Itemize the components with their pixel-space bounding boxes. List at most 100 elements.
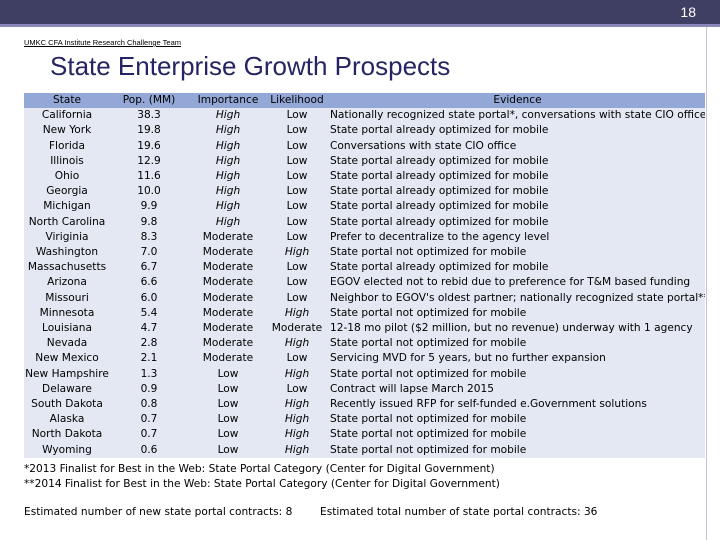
cell-evidence: Prefer to decentralize to the agency lev… <box>330 230 550 243</box>
table-row: North Dakota 0.7 Low High State portal not o… <box>24 427 705 443</box>
cell-likelihood: Low <box>286 185 308 198</box>
cell-importance: High <box>215 109 241 122</box>
cell-likelihood: Low <box>286 139 308 152</box>
cell-evidence: State portal not optimized for mobile <box>330 443 527 456</box>
cell-evidence: State portal already optimized for mobil… <box>330 185 549 198</box>
cell-pop: 38.3 <box>137 109 161 122</box>
cell-evidence: State portal not optimized for mobile <box>330 337 527 350</box>
cell-likelihood: High <box>284 443 310 456</box>
cell-importance: Moderate <box>202 352 254 365</box>
table-row: Wyoming 0.6 Low High State portal not optimi… <box>24 442 705 458</box>
cell-pop: 7.0 <box>140 246 158 259</box>
cell-state: Illinois <box>50 154 84 167</box>
cell-pop: 0.7 <box>140 413 158 426</box>
cell-state: North Dakota <box>31 428 103 441</box>
cell-importance: Low <box>217 443 239 456</box>
cell-importance: High <box>215 215 241 228</box>
cell-likelihood: Low <box>286 170 308 183</box>
cell-importance: Low <box>217 413 239 426</box>
cell-importance: Low <box>217 382 239 395</box>
cell-importance: High <box>215 200 241 213</box>
table-row: New York 19.8 High Low State portal already … <box>24 123 705 139</box>
header-importance: Importance <box>197 94 259 106</box>
cell-state: Viriginia <box>45 230 89 243</box>
table-row: North Carolina 9.8 High Low State portal alr… <box>24 214 705 230</box>
cell-evidence: State portal already optimized for mobil… <box>330 124 549 137</box>
cell-importance: Moderate <box>202 246 254 259</box>
table-row: Ohio 11.6 High Low State portal already opti… <box>24 169 705 185</box>
cell-state: Delaware <box>42 382 92 395</box>
cell-evidence: State portal already optimized for mobil… <box>330 215 549 228</box>
cell-likelihood: Low <box>286 261 308 274</box>
cell-evidence: State portal not optimized for mobile <box>330 413 527 426</box>
cell-importance: Moderate <box>202 291 254 304</box>
cell-importance: Moderate <box>202 230 254 243</box>
cell-likelihood: Low <box>286 215 308 228</box>
cell-state: South Dakota <box>31 398 103 411</box>
cell-importance: Low <box>217 367 239 380</box>
cell-likelihood: High <box>284 246 310 259</box>
cell-pop: 11.6 <box>137 170 161 183</box>
table-row: New Mexico 2.1 Moderate Low Servicing MVD fo… <box>24 351 705 367</box>
table-row: Viriginia 8.3 Moderate Low Prefer to decentr… <box>24 229 705 246</box>
cell-importance: High <box>215 154 241 167</box>
cell-pop: 1.3 <box>140 367 158 380</box>
table-row: New Hampshire 1.3 Low High State portal not … <box>24 366 705 382</box>
cell-likelihood: High <box>284 398 310 411</box>
cell-importance: High <box>215 124 241 137</box>
cell-evidence: State portal already optimized for mobil… <box>330 170 549 183</box>
cell-likelihood: High <box>284 428 310 441</box>
cell-state: Missouri <box>45 291 89 304</box>
header-state: State <box>52 94 82 106</box>
header-evidence: Evidence <box>493 94 542 106</box>
table-row: Alaska 0.7 Low High State portal not optimiz… <box>24 412 705 428</box>
header-likelihood: Likelihood <box>270 94 324 106</box>
cell-likelihood: Low <box>286 352 308 365</box>
cell-state: Alaska <box>49 413 85 426</box>
slide-number: 18 <box>680 4 696 20</box>
cell-evidence: State portal not optimized for mobile <box>330 306 527 319</box>
cell-pop: 2.1 <box>140 352 158 365</box>
cell-state: New Hampshire <box>25 367 109 380</box>
table-row: Massachusetts 6.7 Moderate Low State portal … <box>24 260 705 276</box>
cell-state: Arizona <box>47 276 87 289</box>
cell-evidence: State portal already optimized for mobil… <box>330 200 549 213</box>
cell-importance: Low <box>217 428 239 441</box>
table-row: Georgia 10.0 High Low State portal already o… <box>24 184 705 200</box>
cell-likelihood: Low <box>286 291 308 304</box>
cell-evidence: EGOV elected not to rebid due to prefere… <box>330 276 691 289</box>
cell-likelihood: Low <box>286 154 308 167</box>
footnote-2: **2014 Finalist for Best in the Web: Sta… <box>24 478 500 490</box>
cell-importance: Moderate <box>202 306 254 319</box>
cell-state: New Mexico <box>35 352 99 365</box>
cell-evidence: Contract will lapse March 2015 <box>330 382 494 395</box>
cell-importance: Moderate <box>202 337 254 350</box>
table-row: Florida 19.6 High Low Conversations with sta… <box>24 138 705 154</box>
team-label: UMKC CFA Institute Research Challenge Te… <box>24 38 182 47</box>
table-row: Minnesota 5.4 Moderate High State portal not… <box>24 305 705 322</box>
cell-evidence: Servicing MVD for 5 years, but no furthe… <box>330 352 606 365</box>
cell-likelihood: High <box>284 337 310 350</box>
cell-state: Washington <box>35 246 99 259</box>
cell-pop: 5.4 <box>140 306 158 319</box>
table-row: Delaware 0.9 Low Low Contract will lapse Mar… <box>24 381 705 398</box>
cell-likelihood: Low <box>286 230 308 243</box>
cell-pop: 6.7 <box>140 261 158 274</box>
cell-importance: Moderate <box>202 276 254 289</box>
cell-likelihood: High <box>284 306 310 319</box>
header-pop: Pop. (MM) <box>122 94 176 106</box>
cell-importance: High <box>215 185 241 198</box>
cell-state: Florida <box>48 139 86 152</box>
cell-state: Wyoming <box>42 443 92 456</box>
cell-evidence: Recently issued RFP for self-funded e.Go… <box>330 398 647 411</box>
cell-state: Georgia <box>46 185 88 198</box>
cell-importance: Moderate <box>202 322 254 335</box>
cell-evidence: State portal already optimized for mobil… <box>330 154 549 167</box>
cell-pop: 0.9 <box>140 382 158 395</box>
cell-pop: 0.6 <box>140 443 158 456</box>
cell-pop: 2.8 <box>140 337 158 350</box>
cell-pop: 19.6 <box>137 139 161 152</box>
cell-pop: 8.3 <box>140 230 158 243</box>
cell-evidence: State portal not optimized for mobile <box>330 246 527 259</box>
table-row: Michigan 9.9 High Low State portal already o… <box>24 199 705 215</box>
